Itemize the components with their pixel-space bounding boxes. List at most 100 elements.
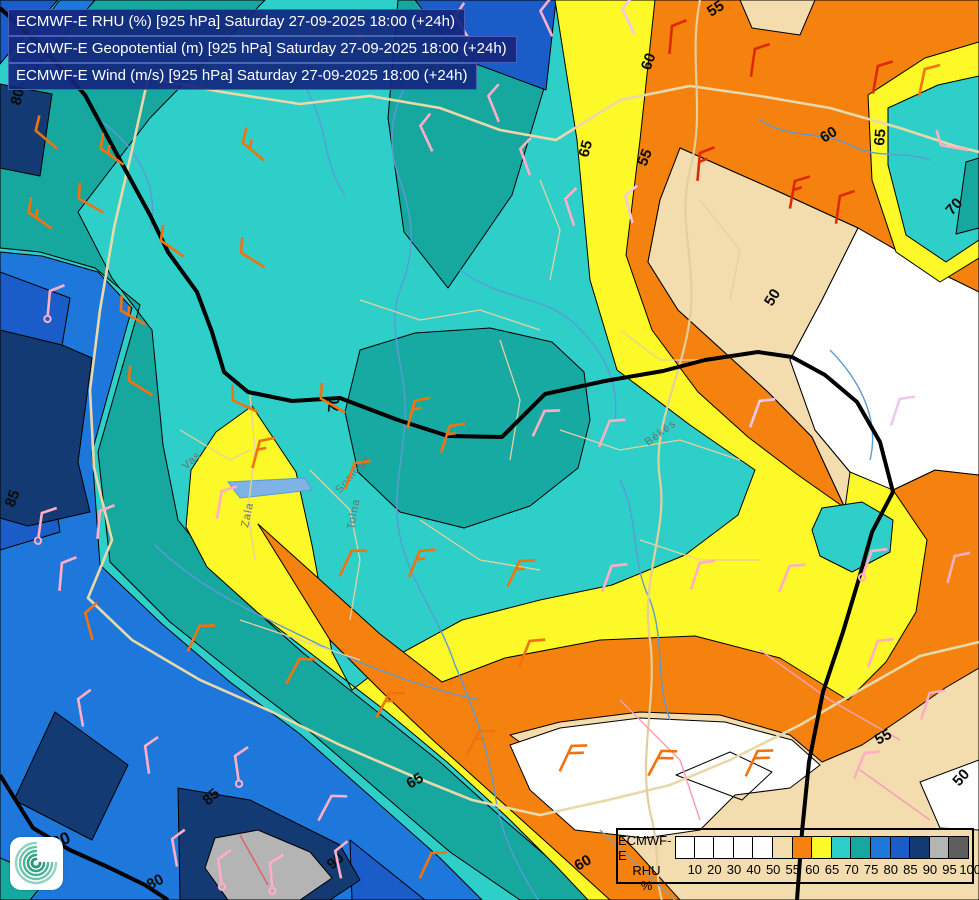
- river-raba: [299, 79, 346, 196]
- rh-band-70-75-center: [344, 327, 591, 529]
- wind-barb-icon: [518, 136, 533, 176]
- wind-barb-icon: [76, 688, 92, 727]
- river-danube: [391, 39, 539, 900]
- wind-barb-icon: [239, 236, 266, 269]
- title-wind: ECMWF-E Wind (m/s) [925 hPa] Saturday 27…: [8, 63, 478, 90]
- wind-barb-icon: [668, 19, 687, 55]
- wind-barb-icon: [216, 849, 232, 891]
- country-border: [86, 76, 979, 817]
- legend-value: 40: [746, 862, 761, 877]
- forecast-title-block: ECMWF-E RHU (%) [925 hPa] Saturday 27-09…: [8, 9, 517, 90]
- wind-barb-icon: [538, 0, 554, 37]
- wind-barb-icon: [531, 409, 561, 437]
- wind-barb-icon: [486, 83, 501, 123]
- legend-value: 10: [687, 862, 703, 877]
- wind-barb-icon: [777, 563, 806, 593]
- legend-labels: ECMWF-E RHU %: [618, 830, 675, 893]
- contour-value-label: 65: [404, 769, 427, 792]
- title-rhu: ECMWF-E RHU (%) [925 hPa] Saturday 27-09…: [8, 9, 465, 36]
- wind-barb-icon: [58, 556, 77, 592]
- wind-barb-icon: [251, 436, 276, 469]
- wind-barb-icon: [563, 187, 578, 226]
- river-koros: [619, 479, 671, 721]
- county-name-label: Tolna: [345, 498, 362, 531]
- wind-barb-icon: [241, 127, 266, 162]
- wind-barb-icon: [744, 749, 774, 777]
- wind-barb-icon: [620, 0, 636, 35]
- rh-band-lt50-bottom: [509, 717, 821, 839]
- rh-band-65-70-east-island: [811, 501, 894, 573]
- legend-values: 10 20 30 40 50 55 60 65 70 75 80 85 90 95 100: [685, 862, 979, 877]
- wind-barb-icon: [749, 42, 771, 77]
- river-center: [459, 269, 617, 421]
- rh-color-legend: ECMWF-E RHU % 10 20 30 40 50 55 60 65 70 75 80 85 90…: [616, 828, 979, 893]
- contour-value-label: 65: [575, 139, 596, 160]
- legend-swatch: [910, 836, 930, 859]
- wind-barb-icon: [231, 384, 259, 414]
- lake-balaton: [227, 477, 313, 499]
- wind-barb-icon: [465, 729, 496, 757]
- legend-unit-label: %: [640, 878, 653, 893]
- wind-barb-icon: [143, 736, 159, 774]
- county-name-label: Zala: [239, 501, 256, 528]
- wind-barb-icon: [788, 175, 811, 209]
- legend-swatch: [812, 836, 832, 859]
- wind-barb-icon: [418, 112, 434, 152]
- rh-band-85-90-b: [0, 329, 93, 527]
- wind-barb-icon: [871, 60, 894, 94]
- title-geopotential: ECMWF-E Geopotential (m) [925 hPa] Satur…: [8, 36, 517, 63]
- wind-barb-icon: [407, 548, 436, 578]
- river-drava: [154, 544, 481, 701]
- rh-band-lt50-corner: [919, 759, 979, 831]
- legend-value: 50: [765, 862, 781, 877]
- wind-barb-icon: [215, 485, 238, 519]
- legend-field-label: RHU: [632, 863, 661, 878]
- contour-value-label: 60: [817, 123, 840, 146]
- wind-barb-icon: [338, 549, 368, 577]
- legend-value: 60: [805, 862, 820, 877]
- contour-value-label: 55: [872, 726, 895, 749]
- legend-value: 70: [844, 862, 859, 877]
- wind-barb-icon: [600, 562, 628, 593]
- wind-barb-icon: [439, 422, 466, 453]
- legend-swatch: [870, 836, 891, 859]
- rh-contour-island: [675, 751, 773, 801]
- wind-barb-icon: [317, 794, 348, 822]
- wind-barb-icon: [159, 224, 185, 258]
- wind-barb-icon: [170, 828, 186, 867]
- contour-value-label: 65: [871, 128, 889, 146]
- wind-barb-icon: [647, 749, 678, 777]
- legend-swatch: [890, 836, 911, 859]
- wind-barb-icon: [935, 129, 969, 152]
- legend-swatch: [753, 836, 773, 859]
- legend-value: 75: [863, 862, 879, 877]
- wind-barb-icon: [748, 397, 776, 428]
- contour-value-label: 60: [638, 51, 660, 72]
- county-borders: [179, 0, 760, 900]
- legend-value: 20: [707, 862, 722, 877]
- met-service-logo: [10, 837, 63, 890]
- contour-value-label: 80: [144, 871, 167, 894]
- contour-value-label: 80: [7, 87, 28, 108]
- wind-barb-icon: [917, 63, 941, 97]
- wind-barb-icon: [34, 115, 59, 150]
- wind-barb-icon: [233, 746, 249, 788]
- wind-barb-icon: [406, 396, 431, 429]
- legend-model-label: ECMWF-E: [618, 833, 672, 863]
- legend-swatch: [733, 836, 754, 859]
- wind-barb-icon: [623, 184, 638, 224]
- legend-swatch: [792, 836, 813, 859]
- legend-swatch: [772, 836, 793, 859]
- wind-barb-icon: [834, 189, 856, 224]
- legend-swatch: [714, 836, 734, 859]
- contour-value-label: 60: [572, 851, 595, 874]
- legend-swatch: [851, 836, 871, 859]
- rh-band-85-90-c: [13, 711, 129, 841]
- wind-barb-icon: [696, 146, 715, 182]
- wind-barb-icon: [375, 691, 406, 719]
- rh-band-85-90-a: [0, 83, 53, 177]
- rh-band-90-95: [204, 829, 333, 900]
- river-tisza: [644, 0, 702, 900]
- river-se: [829, 349, 874, 461]
